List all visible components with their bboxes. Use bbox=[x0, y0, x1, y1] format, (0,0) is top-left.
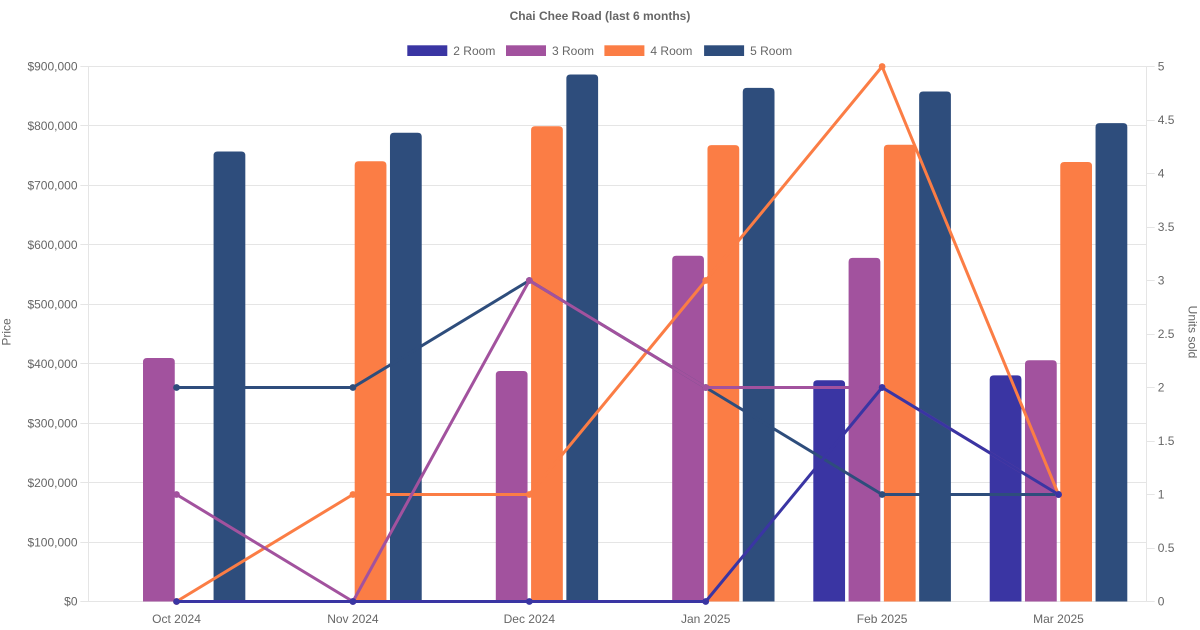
svg-text:$600,000: $600,000 bbox=[27, 238, 77, 252]
svg-text:Jan 2025: Jan 2025 bbox=[681, 612, 731, 626]
svg-text:Chai Chee Road (last 6 months): Chai Chee Road (last 6 months) bbox=[510, 9, 691, 23]
svg-text:3.5: 3.5 bbox=[1158, 220, 1175, 234]
svg-text:$900,000: $900,000 bbox=[27, 60, 77, 74]
svg-text:2 Room: 2 Room bbox=[453, 44, 495, 58]
svg-text:$100,000: $100,000 bbox=[27, 535, 77, 549]
svg-text:Oct 2024: Oct 2024 bbox=[152, 612, 201, 626]
svg-text:3 Room: 3 Room bbox=[552, 44, 594, 58]
svg-text:4: 4 bbox=[1158, 167, 1165, 181]
svg-text:$200,000: $200,000 bbox=[27, 476, 77, 490]
svg-text:0.5: 0.5 bbox=[1158, 541, 1175, 555]
svg-text:Dec 2024: Dec 2024 bbox=[504, 612, 556, 626]
svg-text:1.5: 1.5 bbox=[1158, 434, 1175, 448]
svg-text:$800,000: $800,000 bbox=[27, 119, 77, 133]
svg-text:2.5: 2.5 bbox=[1158, 327, 1175, 341]
svg-text:$300,000: $300,000 bbox=[27, 416, 77, 430]
svg-text:0: 0 bbox=[1158, 595, 1165, 609]
svg-text:4 Room: 4 Room bbox=[650, 44, 692, 58]
svg-text:Nov 2024: Nov 2024 bbox=[327, 612, 379, 626]
svg-text:$700,000: $700,000 bbox=[27, 179, 77, 193]
svg-text:3: 3 bbox=[1158, 274, 1165, 288]
svg-text:5 Room: 5 Room bbox=[750, 44, 792, 58]
svg-text:1: 1 bbox=[1158, 488, 1165, 502]
svg-text:Units sold: Units sold bbox=[1186, 306, 1200, 359]
svg-text:4.5: 4.5 bbox=[1158, 113, 1175, 127]
svg-text:2: 2 bbox=[1158, 381, 1165, 395]
svg-text:$500,000: $500,000 bbox=[27, 297, 77, 311]
svg-text:$0: $0 bbox=[64, 595, 78, 609]
svg-text:5: 5 bbox=[1158, 60, 1165, 74]
svg-text:Mar 2025: Mar 2025 bbox=[1033, 612, 1084, 626]
svg-text:$400,000: $400,000 bbox=[27, 357, 77, 371]
svg-text:Price: Price bbox=[0, 318, 14, 346]
svg-text:Feb 2025: Feb 2025 bbox=[857, 612, 908, 626]
